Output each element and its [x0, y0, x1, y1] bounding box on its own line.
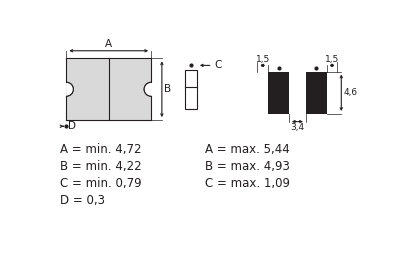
- Text: D = 0,3: D = 0,3: [60, 194, 105, 207]
- Text: 1,5: 1,5: [256, 55, 270, 64]
- Bar: [268, 72, 289, 114]
- Text: 4,6: 4,6: [344, 88, 358, 97]
- Text: C: C: [214, 60, 222, 70]
- Bar: [185, 70, 197, 108]
- Text: A: A: [105, 39, 112, 49]
- Wedge shape: [144, 82, 151, 96]
- Bar: [306, 72, 327, 114]
- Text: A = min. 4,72: A = min. 4,72: [60, 143, 142, 156]
- Text: B: B: [164, 84, 171, 94]
- Text: 3,4: 3,4: [290, 123, 304, 132]
- Text: A = max. 5,44: A = max. 5,44: [205, 143, 290, 156]
- Text: C = max. 1,09: C = max. 1,09: [205, 177, 290, 190]
- Bar: [66, 58, 151, 120]
- Text: 1,5: 1,5: [325, 55, 339, 64]
- Text: B = min. 4,22: B = min. 4,22: [60, 160, 142, 173]
- Text: B = max. 4,93: B = max. 4,93: [205, 160, 290, 173]
- Text: D: D: [68, 121, 76, 131]
- Text: C = min. 0,79: C = min. 0,79: [60, 177, 142, 190]
- Wedge shape: [66, 82, 73, 96]
